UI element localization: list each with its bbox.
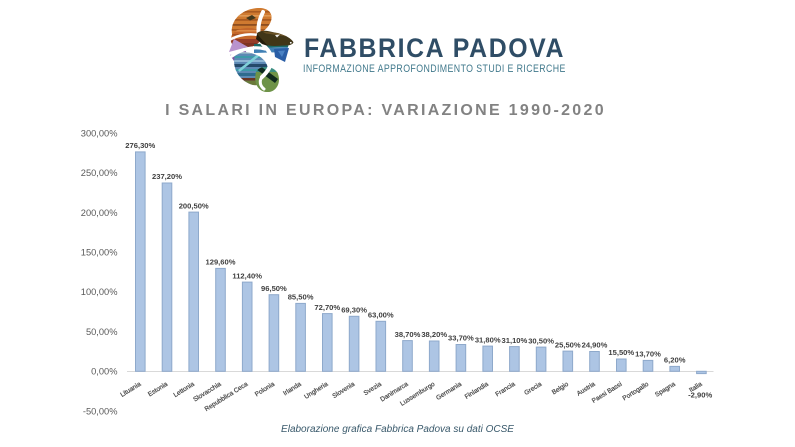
- svg-text:69,30%: 69,30%: [341, 306, 367, 315]
- svg-text:15,50%: 15,50%: [608, 348, 634, 357]
- svg-text:Irlanda: Irlanda: [282, 381, 303, 398]
- svg-text:Portogallo: Portogallo: [622, 381, 651, 403]
- svg-text:31,10%: 31,10%: [502, 336, 528, 345]
- svg-text:Paesi Bassi: Paesi Bassi: [591, 381, 624, 405]
- svg-text:Spagna: Spagna: [654, 381, 677, 399]
- svg-text:150,00%: 150,00%: [81, 248, 118, 258]
- svg-text:237,20%: 237,20%: [152, 172, 182, 181]
- svg-text:63,00%: 63,00%: [368, 311, 394, 320]
- svg-text:200,00%: 200,00%: [81, 208, 118, 218]
- svg-text:Slovenia: Slovenia: [331, 381, 356, 400]
- svg-text:33,70%: 33,70%: [448, 334, 474, 343]
- svg-text:38,70%: 38,70%: [395, 330, 421, 339]
- svg-text:30,50%: 30,50%: [528, 336, 554, 345]
- svg-text:-2,90%: -2,90%: [688, 390, 712, 399]
- svg-text:129,60%: 129,60%: [206, 258, 236, 267]
- svg-text:13,70%: 13,70%: [635, 350, 661, 359]
- svg-text:Germania: Germania: [435, 381, 463, 402]
- svg-text:72,70%: 72,70%: [314, 303, 340, 312]
- svg-text:Austria: Austria: [576, 381, 597, 398]
- svg-text:276,30%: 276,30%: [125, 141, 155, 150]
- svg-text:Polonia: Polonia: [254, 381, 276, 399]
- svg-text:Lituania: Lituania: [119, 381, 142, 399]
- svg-text:100,00%: 100,00%: [81, 287, 118, 297]
- svg-text:85,50%: 85,50%: [288, 293, 314, 302]
- svg-text:50,00%: 50,00%: [86, 327, 118, 337]
- svg-text:Belgio: Belgio: [551, 381, 570, 397]
- svg-text:Francia: Francia: [494, 381, 516, 399]
- svg-text:31,80%: 31,80%: [475, 335, 501, 344]
- svg-text:38,20%: 38,20%: [421, 330, 447, 339]
- svg-text:Svezia: Svezia: [363, 381, 384, 397]
- svg-text:24,90%: 24,90%: [582, 341, 608, 350]
- svg-text:112,40%: 112,40%: [232, 271, 262, 280]
- svg-text:6,20%: 6,20%: [664, 356, 686, 365]
- svg-text:300,00%: 300,00%: [81, 128, 118, 138]
- svg-text:Ungheria: Ungheria: [303, 381, 329, 401]
- svg-text:25,50%: 25,50%: [555, 340, 581, 349]
- svg-text:96,50%: 96,50%: [261, 284, 287, 293]
- svg-text:Estonia: Estonia: [147, 381, 169, 399]
- svg-text:200,50%: 200,50%: [179, 201, 209, 210]
- svg-text:Finlandia: Finlandia: [464, 381, 490, 401]
- svg-text:0,00%: 0,00%: [91, 367, 117, 377]
- svg-text:Grecia: Grecia: [523, 381, 543, 397]
- svg-text:250,00%: 250,00%: [81, 168, 118, 178]
- svg-text:-50,00%: -50,00%: [83, 406, 118, 416]
